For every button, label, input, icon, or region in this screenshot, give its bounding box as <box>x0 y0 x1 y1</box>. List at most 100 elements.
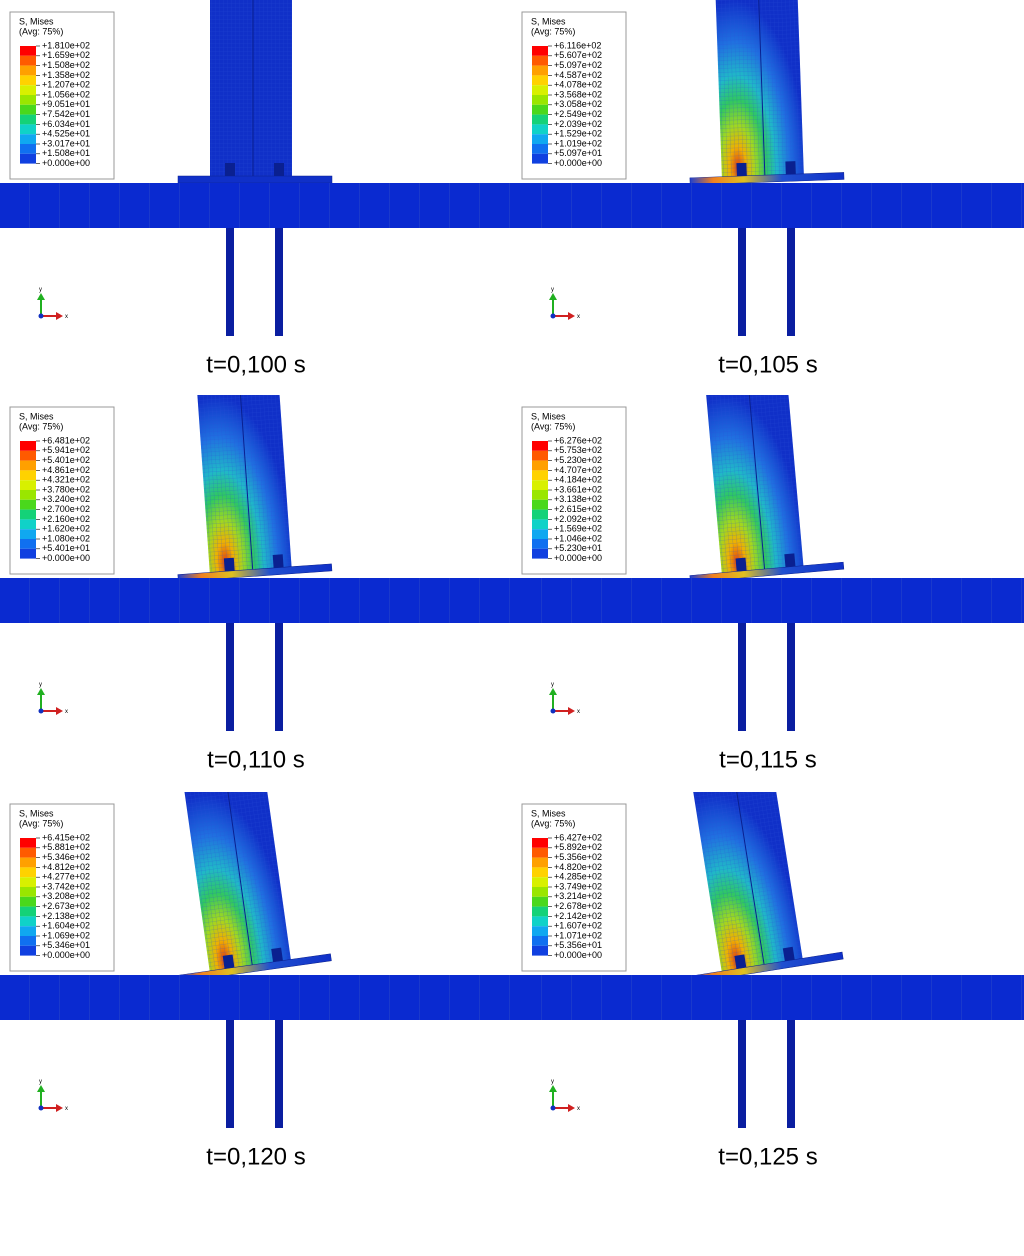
panel: S, Mises(Avg: 75%)+6.116e+02+5.607e+02+5… <box>512 0 1024 378</box>
legend-swatch <box>20 470 36 481</box>
triad-y-label: y <box>39 682 42 688</box>
legend-swatch <box>532 75 548 86</box>
triad-x-head <box>568 1104 575 1112</box>
legend-label: +5.230e+02 <box>554 455 602 465</box>
triad-y-head <box>549 1085 557 1092</box>
column-assembly <box>177 0 333 184</box>
triad-origin <box>38 708 44 714</box>
legend-swatch <box>20 450 36 461</box>
legend-swatch <box>20 838 36 848</box>
legend-swatch <box>532 847 548 858</box>
triad-y-head <box>37 688 45 695</box>
legend-subtitle: (Avg: 75%) <box>19 421 63 431</box>
legend-label: +1.659e+02 <box>42 50 90 60</box>
column-flange <box>224 792 253 966</box>
legend-label: +4.587e+02 <box>554 70 602 80</box>
legend-label: +3.749e+02 <box>554 881 602 891</box>
time-label: t=0,125 s <box>718 1143 817 1170</box>
legend-label: +4.285e+02 <box>554 872 602 882</box>
legend-swatch <box>532 529 548 539</box>
legend-swatch <box>20 134 36 144</box>
legend-swatch <box>532 55 548 66</box>
nut <box>736 162 747 177</box>
triad-y-label: y <box>551 1079 554 1085</box>
column-assembly <box>689 395 845 583</box>
nut <box>785 161 796 175</box>
anchor-rod <box>738 226 746 336</box>
legend-label: +9.051e+01 <box>42 99 90 109</box>
legend-label: +3.017e+01 <box>42 138 90 148</box>
legend-swatch <box>20 548 36 559</box>
legend-swatch <box>20 509 36 520</box>
legend-label: +5.097e+02 <box>554 60 602 70</box>
legend-label: +4.861e+02 <box>42 465 90 475</box>
column-mesh <box>182 792 291 972</box>
legend-swatch <box>20 847 36 858</box>
nut <box>784 553 796 568</box>
legend-swatch <box>20 936 36 946</box>
legend-label: +5.401e+01 <box>42 543 90 553</box>
legend-label: +6.415e+02 <box>42 832 90 842</box>
column-mesh <box>715 0 804 178</box>
legend-label: +2.678e+02 <box>554 901 602 911</box>
legend-swatch <box>20 460 36 471</box>
legend-swatch <box>20 95 36 105</box>
triad-x-label: x <box>65 314 68 320</box>
column-mesh <box>196 395 292 574</box>
triad-x-label: x <box>65 1106 68 1112</box>
legend-label: +6.116e+02 <box>554 40 601 50</box>
legend-label: +1.069e+02 <box>42 930 90 940</box>
legend-title: S, Mises <box>19 411 54 421</box>
legend-swatch <box>532 114 548 125</box>
legend-label: +2.160e+02 <box>42 514 90 524</box>
legend-subtitle: (Avg: 75%) <box>19 26 63 36</box>
legend-label: +3.780e+02 <box>42 484 90 494</box>
triad-y-head <box>37 1085 45 1092</box>
legend-swatch <box>532 490 548 500</box>
triad-x-head <box>56 1104 63 1112</box>
anchor-rod <box>275 621 283 731</box>
anchor-rod <box>275 1018 283 1128</box>
column-flange <box>238 395 254 571</box>
legend-label: +1.529e+02 <box>554 129 602 139</box>
base-plate <box>177 175 333 184</box>
column-assembly <box>177 792 332 983</box>
legend-label: +4.820e+02 <box>554 862 602 872</box>
legend-swatch <box>20 529 36 539</box>
legend-label: +5.401e+02 <box>42 455 90 465</box>
legend-swatch <box>20 490 36 500</box>
legend-swatch <box>20 499 36 510</box>
legend-swatch <box>532 134 548 144</box>
anchor-rod <box>226 621 234 731</box>
legend-swatch <box>20 441 36 451</box>
legend-label: +5.753e+02 <box>554 445 602 455</box>
legend-label: +2.142e+02 <box>554 911 602 921</box>
legend-swatch <box>532 509 548 520</box>
triad-y-label: y <box>551 287 554 293</box>
legend-label: +2.039e+02 <box>554 119 602 129</box>
legend-label: +4.277e+02 <box>42 872 90 882</box>
triad-x-label: x <box>577 709 580 715</box>
legend-label: +1.056e+02 <box>42 89 90 99</box>
triad-y-label: y <box>39 287 42 293</box>
legend-label: +1.207e+02 <box>42 80 90 90</box>
legend-label: +3.058e+02 <box>554 99 602 109</box>
legend-label: +5.097e+01 <box>554 148 602 158</box>
nut <box>222 954 235 969</box>
time-label: t=0,100 s <box>206 351 305 378</box>
nut <box>271 947 283 962</box>
legend-swatch <box>20 104 36 115</box>
legend-swatch <box>20 877 36 887</box>
legend-swatch <box>20 75 36 86</box>
nut <box>274 163 284 176</box>
legend-swatch <box>532 857 548 868</box>
legend-label: +7.542e+01 <box>42 109 90 119</box>
column-flange <box>732 792 765 966</box>
triad-y-label: y <box>39 1079 42 1085</box>
triad-x-label: x <box>577 1106 580 1112</box>
legend-swatch <box>20 55 36 66</box>
legend-label: +1.046e+02 <box>554 533 602 543</box>
legend-label: +1.508e+02 <box>42 60 90 70</box>
beam-mesh <box>512 183 1024 228</box>
